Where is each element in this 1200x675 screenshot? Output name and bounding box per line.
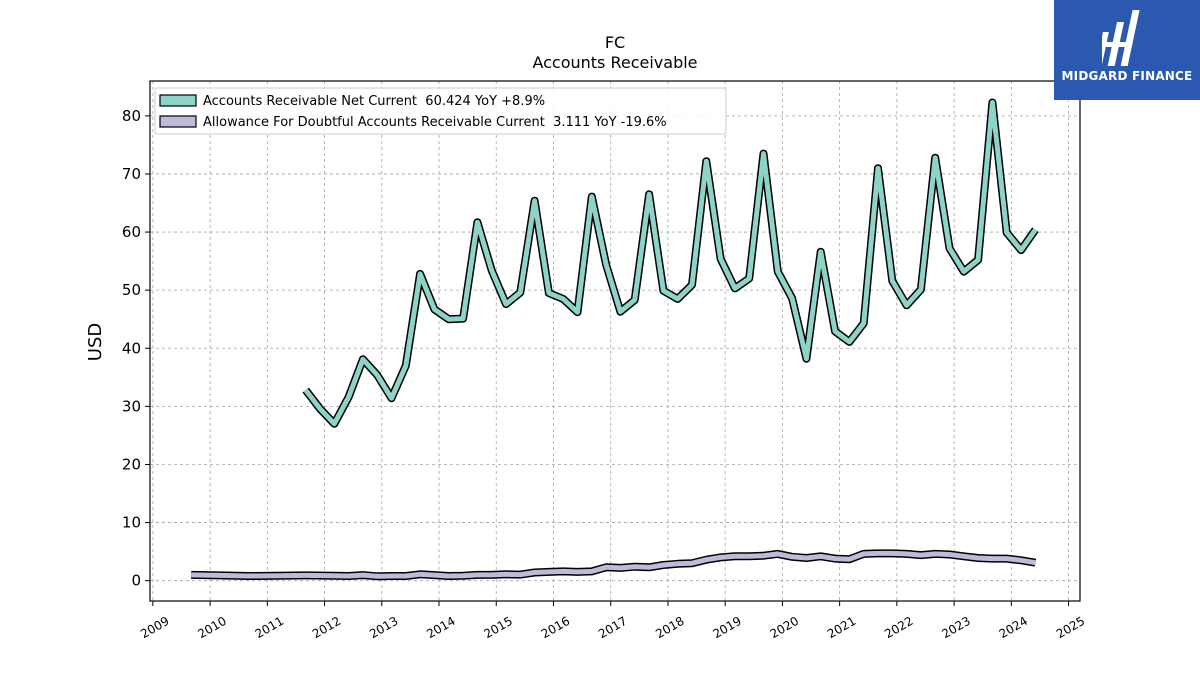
x-tick-label: 2012 [310,614,343,641]
chart-title: FC [605,33,625,52]
y-tick-label: 60 [122,223,141,241]
legend-label-allowance: Allowance For Doubtful Accounts Receivab… [203,115,667,130]
x-tick-label: 2013 [367,614,400,641]
legend-label-ar-net: Accounts Receivable Net Current 60.424 Y… [203,94,545,109]
x-tick-label: 2017 [596,614,629,641]
x-tick-label: 2023 [939,614,972,641]
x-tick-label: 2016 [539,614,572,641]
chart-subtitle: Accounts Receivable [532,53,697,72]
y-tick-label: 10 [122,514,141,532]
x-tick-label: 2014 [424,614,457,641]
x-tick-label: 2018 [653,614,686,641]
y-tick-label: 20 [122,455,141,473]
series-line-allowance-doubtful-outline [191,549,1037,581]
legend-swatch-ar-net [159,94,197,107]
y-tick-label: 50 [122,281,141,299]
x-tick-label: 2019 [710,614,743,641]
y-tick-label: 40 [122,339,141,357]
plot-frame [149,80,1081,602]
midgard-logo-icon [1102,10,1140,66]
logo-text: MIDGARD FINANCE [1061,69,1193,83]
y-tick-label: 80 [122,107,141,125]
x-tick-label: 2010 [195,614,228,641]
x-tick-label: 2020 [768,614,801,641]
x-tick-label: 2025 [1054,614,1087,641]
y-tick-label: 70 [122,165,141,183]
grid [150,81,1080,601]
series-group [191,98,1039,581]
y-axis-label: USD [85,323,106,361]
series-line-ar-net-current [303,100,1038,427]
x-tick-label: 2021 [825,614,858,641]
y-tick-label: 0 [131,572,141,590]
legend: Accounts Receivable Net Current 60.424 Y… [154,87,727,135]
x-tick-label: 2011 [253,614,286,641]
legend-swatch-allowance [159,115,197,128]
x-tick-label: 2009 [138,614,171,641]
brand-logo: MIDGARD FINANCE [1054,0,1200,100]
x-tick-label: 2015 [482,614,515,641]
legend-box [154,87,727,135]
series-line-allowance-doubtful [191,550,1036,579]
x-tick-label: 2024 [997,614,1030,641]
y-tick-label: 30 [122,397,141,415]
x-tick-label: 2022 [882,614,915,641]
